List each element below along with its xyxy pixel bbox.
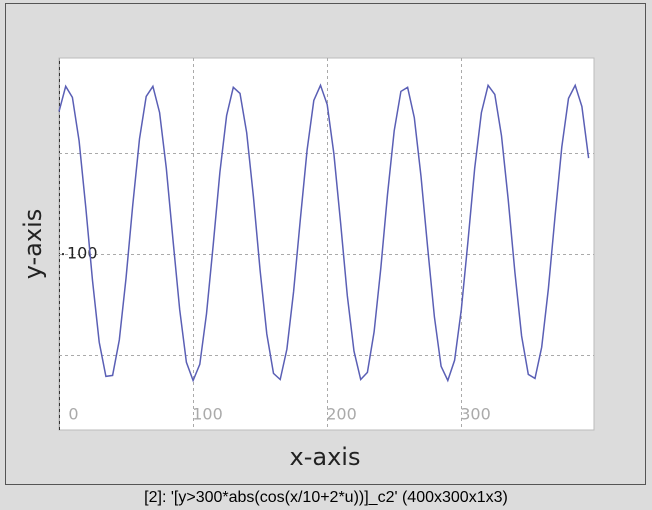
x-tick-label: 100 [192, 405, 223, 424]
plot-area [58, 57, 595, 431]
y-tick-mark [62, 253, 64, 256]
window-caption: [2]: '[y>300*abs(cos(x/10+2*u))]_c2' (40… [144, 489, 508, 506]
x-tick-label: 200 [326, 405, 357, 424]
x-axis-title: x-axis [290, 443, 361, 471]
y-tick-label: 100 [67, 244, 98, 263]
y-axis-title: y-axis [19, 209, 47, 280]
x-tick-label: 300 [460, 405, 491, 424]
frame [5, 3, 646, 485]
data-line [58, 83, 590, 383]
x-tick-label: 0 [68, 405, 78, 424]
